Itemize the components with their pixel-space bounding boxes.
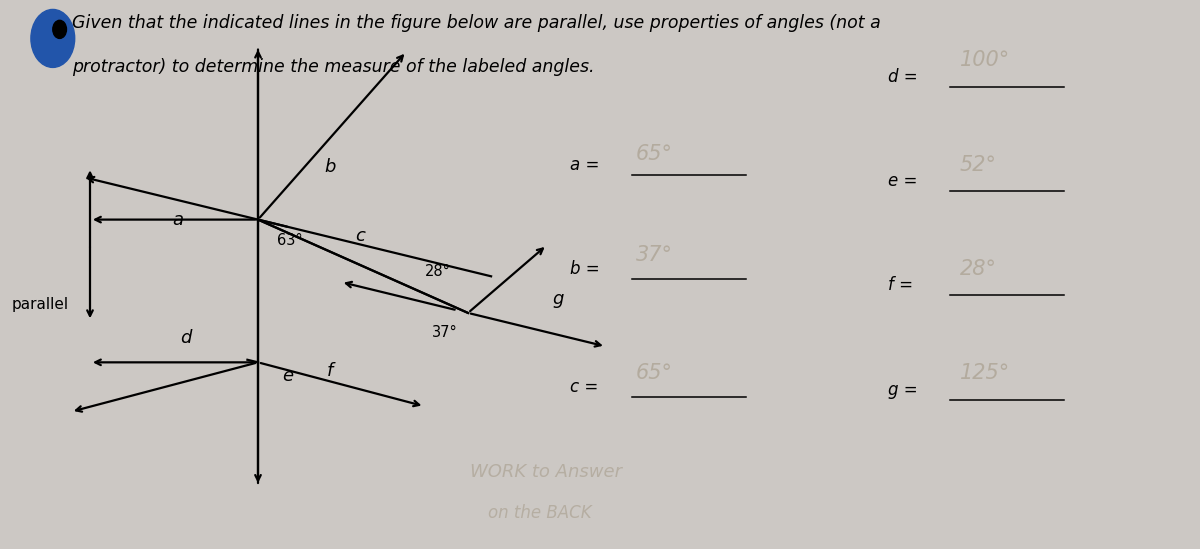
Text: d =: d = [888, 68, 918, 86]
Text: a: a [172, 211, 184, 228]
Text: f =: f = [888, 277, 913, 294]
Text: 52°: 52° [960, 155, 997, 175]
Text: 28°: 28° [960, 259, 997, 279]
Text: d: d [180, 329, 192, 346]
Text: b =: b = [570, 260, 600, 278]
Text: 100°: 100° [960, 51, 1010, 70]
Text: a =: a = [570, 156, 599, 173]
Text: b: b [324, 159, 336, 176]
Text: 37°: 37° [432, 324, 457, 340]
Text: e =: e = [888, 172, 917, 190]
Text: 125°: 125° [960, 363, 1010, 383]
Text: g =: g = [888, 381, 918, 399]
Circle shape [53, 20, 66, 38]
Text: g: g [552, 290, 564, 308]
Text: 63°: 63° [277, 233, 302, 248]
Text: f: f [326, 362, 334, 379]
Text: 28°: 28° [425, 264, 451, 279]
Text: protractor) to determine the measure of the labeled angles.: protractor) to determine the measure of … [72, 58, 594, 76]
Text: e: e [282, 367, 294, 385]
Text: 65°: 65° [636, 144, 673, 164]
Circle shape [31, 9, 74, 68]
Text: WORK to Answer: WORK to Answer [470, 463, 622, 481]
Text: c =: c = [570, 378, 599, 396]
Text: Given that the indicated lines in the figure below are parallel, use properties : Given that the indicated lines in the fi… [72, 14, 881, 32]
Text: c: c [355, 227, 365, 245]
Text: 37°: 37° [636, 245, 673, 265]
Text: parallel: parallel [12, 297, 70, 312]
Text: on the BACK: on the BACK [488, 505, 592, 522]
Text: 65°: 65° [636, 363, 673, 383]
